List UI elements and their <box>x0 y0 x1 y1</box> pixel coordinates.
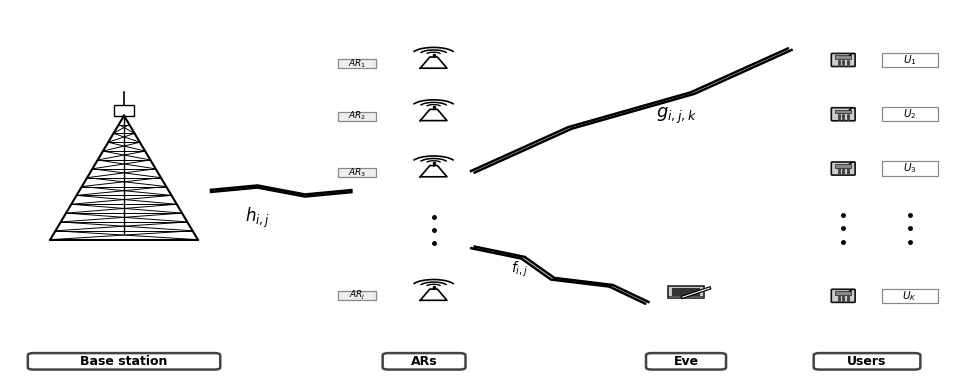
Polygon shape <box>420 109 447 121</box>
FancyBboxPatch shape <box>114 105 134 116</box>
FancyBboxPatch shape <box>338 112 376 121</box>
FancyBboxPatch shape <box>831 53 855 66</box>
FancyBboxPatch shape <box>646 353 726 369</box>
FancyBboxPatch shape <box>831 108 855 121</box>
Text: $g_{i,j,k}$: $g_{i,j,k}$ <box>656 106 697 126</box>
Text: ARs: ARs <box>411 355 437 368</box>
Text: Eve: Eve <box>674 355 699 368</box>
Bar <box>835 164 851 168</box>
Polygon shape <box>420 57 447 68</box>
Text: $AR_3$: $AR_3$ <box>348 166 366 178</box>
FancyBboxPatch shape <box>883 289 938 303</box>
Text: Users: Users <box>848 355 886 368</box>
Polygon shape <box>420 165 447 177</box>
Text: $f_{i,j}$: $f_{i,j}$ <box>510 260 528 279</box>
Bar <box>670 296 703 298</box>
Bar <box>835 291 851 295</box>
Text: $AR_j$: $AR_j$ <box>349 289 365 303</box>
FancyBboxPatch shape <box>831 162 855 175</box>
FancyBboxPatch shape <box>814 353 920 369</box>
FancyBboxPatch shape <box>28 353 221 369</box>
FancyBboxPatch shape <box>883 53 938 67</box>
FancyBboxPatch shape <box>831 289 855 303</box>
Bar <box>835 55 851 59</box>
Text: $U_K$: $U_K$ <box>902 289 918 303</box>
FancyBboxPatch shape <box>883 162 938 176</box>
Text: $AR_1$: $AR_1$ <box>348 57 366 70</box>
FancyBboxPatch shape <box>338 168 376 177</box>
FancyBboxPatch shape <box>383 353 466 369</box>
Text: $U_3$: $U_3$ <box>903 162 917 175</box>
Polygon shape <box>420 289 447 300</box>
FancyBboxPatch shape <box>338 291 376 300</box>
Text: Base station: Base station <box>81 355 168 368</box>
Text: $h_{i,j}$: $h_{i,j}$ <box>245 206 270 230</box>
Text: $U_1$: $U_1$ <box>903 53 917 67</box>
Text: $AR_2$: $AR_2$ <box>348 110 366 122</box>
FancyBboxPatch shape <box>669 286 704 298</box>
FancyBboxPatch shape <box>883 107 938 121</box>
Text: $U_2$: $U_2$ <box>903 107 917 121</box>
FancyBboxPatch shape <box>338 59 376 68</box>
Bar <box>835 110 851 113</box>
